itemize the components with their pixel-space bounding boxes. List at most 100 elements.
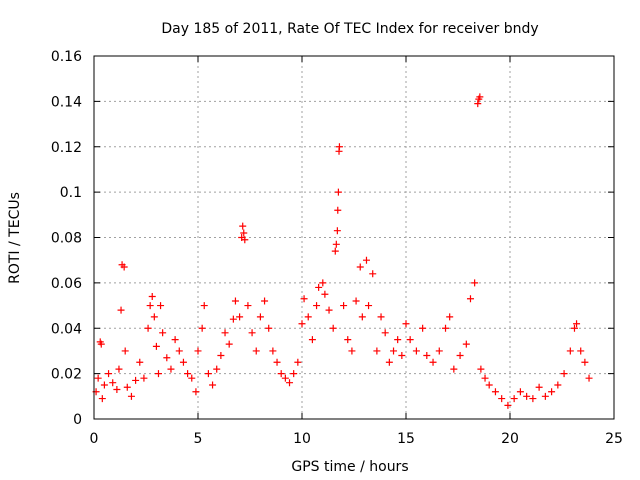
data-point	[136, 358, 144, 366]
data-point	[516, 388, 524, 396]
data-point	[585, 374, 593, 382]
data-point	[334, 206, 342, 214]
data-point	[221, 329, 229, 337]
data-point	[229, 315, 237, 323]
data-point	[198, 324, 206, 332]
data-point	[236, 313, 244, 321]
data-point	[535, 383, 543, 391]
x-tick-label: 15	[397, 431, 415, 447]
y-tick-label: 0.04	[51, 321, 82, 337]
data-point	[146, 302, 154, 310]
data-point	[321, 290, 329, 298]
data-point	[239, 222, 247, 230]
data-point	[171, 336, 179, 344]
data-point	[127, 392, 135, 400]
data-point	[290, 370, 298, 378]
data-point	[398, 351, 406, 359]
data-point	[225, 340, 233, 348]
data-point	[244, 302, 252, 310]
data-point	[485, 381, 493, 389]
data-point	[315, 283, 323, 291]
data-point	[498, 395, 506, 403]
data-point	[152, 342, 160, 350]
data-point	[412, 347, 420, 355]
data-point	[113, 386, 121, 394]
data-point	[241, 236, 249, 244]
data-point	[157, 302, 165, 310]
data-point	[331, 247, 339, 255]
x-tick-label: 10	[293, 431, 311, 447]
data-point	[344, 336, 352, 344]
data-point	[446, 313, 454, 321]
data-point	[231, 297, 239, 305]
data-point	[213, 365, 221, 373]
data-point	[300, 295, 308, 303]
data-point	[265, 324, 273, 332]
data-point	[335, 143, 343, 151]
data-point	[381, 329, 389, 337]
data-point	[194, 347, 202, 355]
data-point	[175, 347, 183, 355]
data-point	[358, 313, 366, 321]
data-point	[369, 270, 377, 278]
data-point	[248, 329, 256, 337]
data-point	[390, 347, 398, 355]
x-tick-label: 5	[194, 431, 203, 447]
data-point	[373, 347, 381, 355]
data-point	[256, 313, 264, 321]
data-point	[98, 395, 106, 403]
data-point	[123, 383, 131, 391]
data-point	[450, 365, 458, 373]
data-point	[204, 370, 212, 378]
y-tick-label: 0	[73, 412, 82, 428]
data-point	[144, 324, 152, 332]
chart-title: Day 185 of 2011, Rate Of TEC Index for r…	[161, 21, 538, 37]
data-point	[442, 324, 450, 332]
data-point	[402, 320, 410, 328]
data-point	[298, 320, 306, 328]
data-point	[159, 329, 167, 337]
data-point	[523, 392, 531, 400]
data-point	[394, 336, 402, 344]
data-point	[510, 395, 518, 403]
data-point	[491, 388, 499, 396]
data-points	[92, 93, 593, 409]
data-point	[333, 227, 341, 235]
data-point	[304, 313, 312, 321]
data-point	[179, 358, 187, 366]
data-point	[281, 374, 289, 382]
data-point	[329, 324, 337, 332]
data-point	[541, 392, 549, 400]
data-point	[273, 358, 281, 366]
x-tick-label: 0	[90, 431, 99, 447]
data-point	[117, 306, 125, 314]
data-point	[435, 347, 443, 355]
data-point	[200, 302, 208, 310]
data-point	[252, 347, 260, 355]
y-tick-label: 0.08	[51, 231, 82, 247]
data-point	[209, 381, 217, 389]
y-tick-label: 0.14	[51, 94, 82, 110]
data-point	[188, 374, 196, 382]
y-tick-label: 0.16	[51, 49, 82, 65]
data-point	[334, 188, 342, 196]
data-point	[429, 358, 437, 366]
data-point	[481, 374, 489, 382]
data-point	[325, 306, 333, 314]
data-point	[581, 358, 589, 366]
y-tick-label: 0.12	[51, 140, 82, 156]
data-point	[167, 365, 175, 373]
data-point	[115, 365, 123, 373]
data-point	[100, 381, 108, 389]
data-point	[105, 370, 113, 378]
data-point	[120, 263, 128, 271]
data-point	[97, 340, 105, 348]
data-point	[570, 324, 578, 332]
plot-frame	[93, 55, 615, 420]
data-point	[261, 297, 269, 305]
y-tick-label: 0.06	[51, 276, 82, 292]
data-point	[184, 370, 192, 378]
data-point	[477, 365, 485, 373]
data-point	[240, 229, 248, 237]
data-point	[554, 381, 562, 389]
